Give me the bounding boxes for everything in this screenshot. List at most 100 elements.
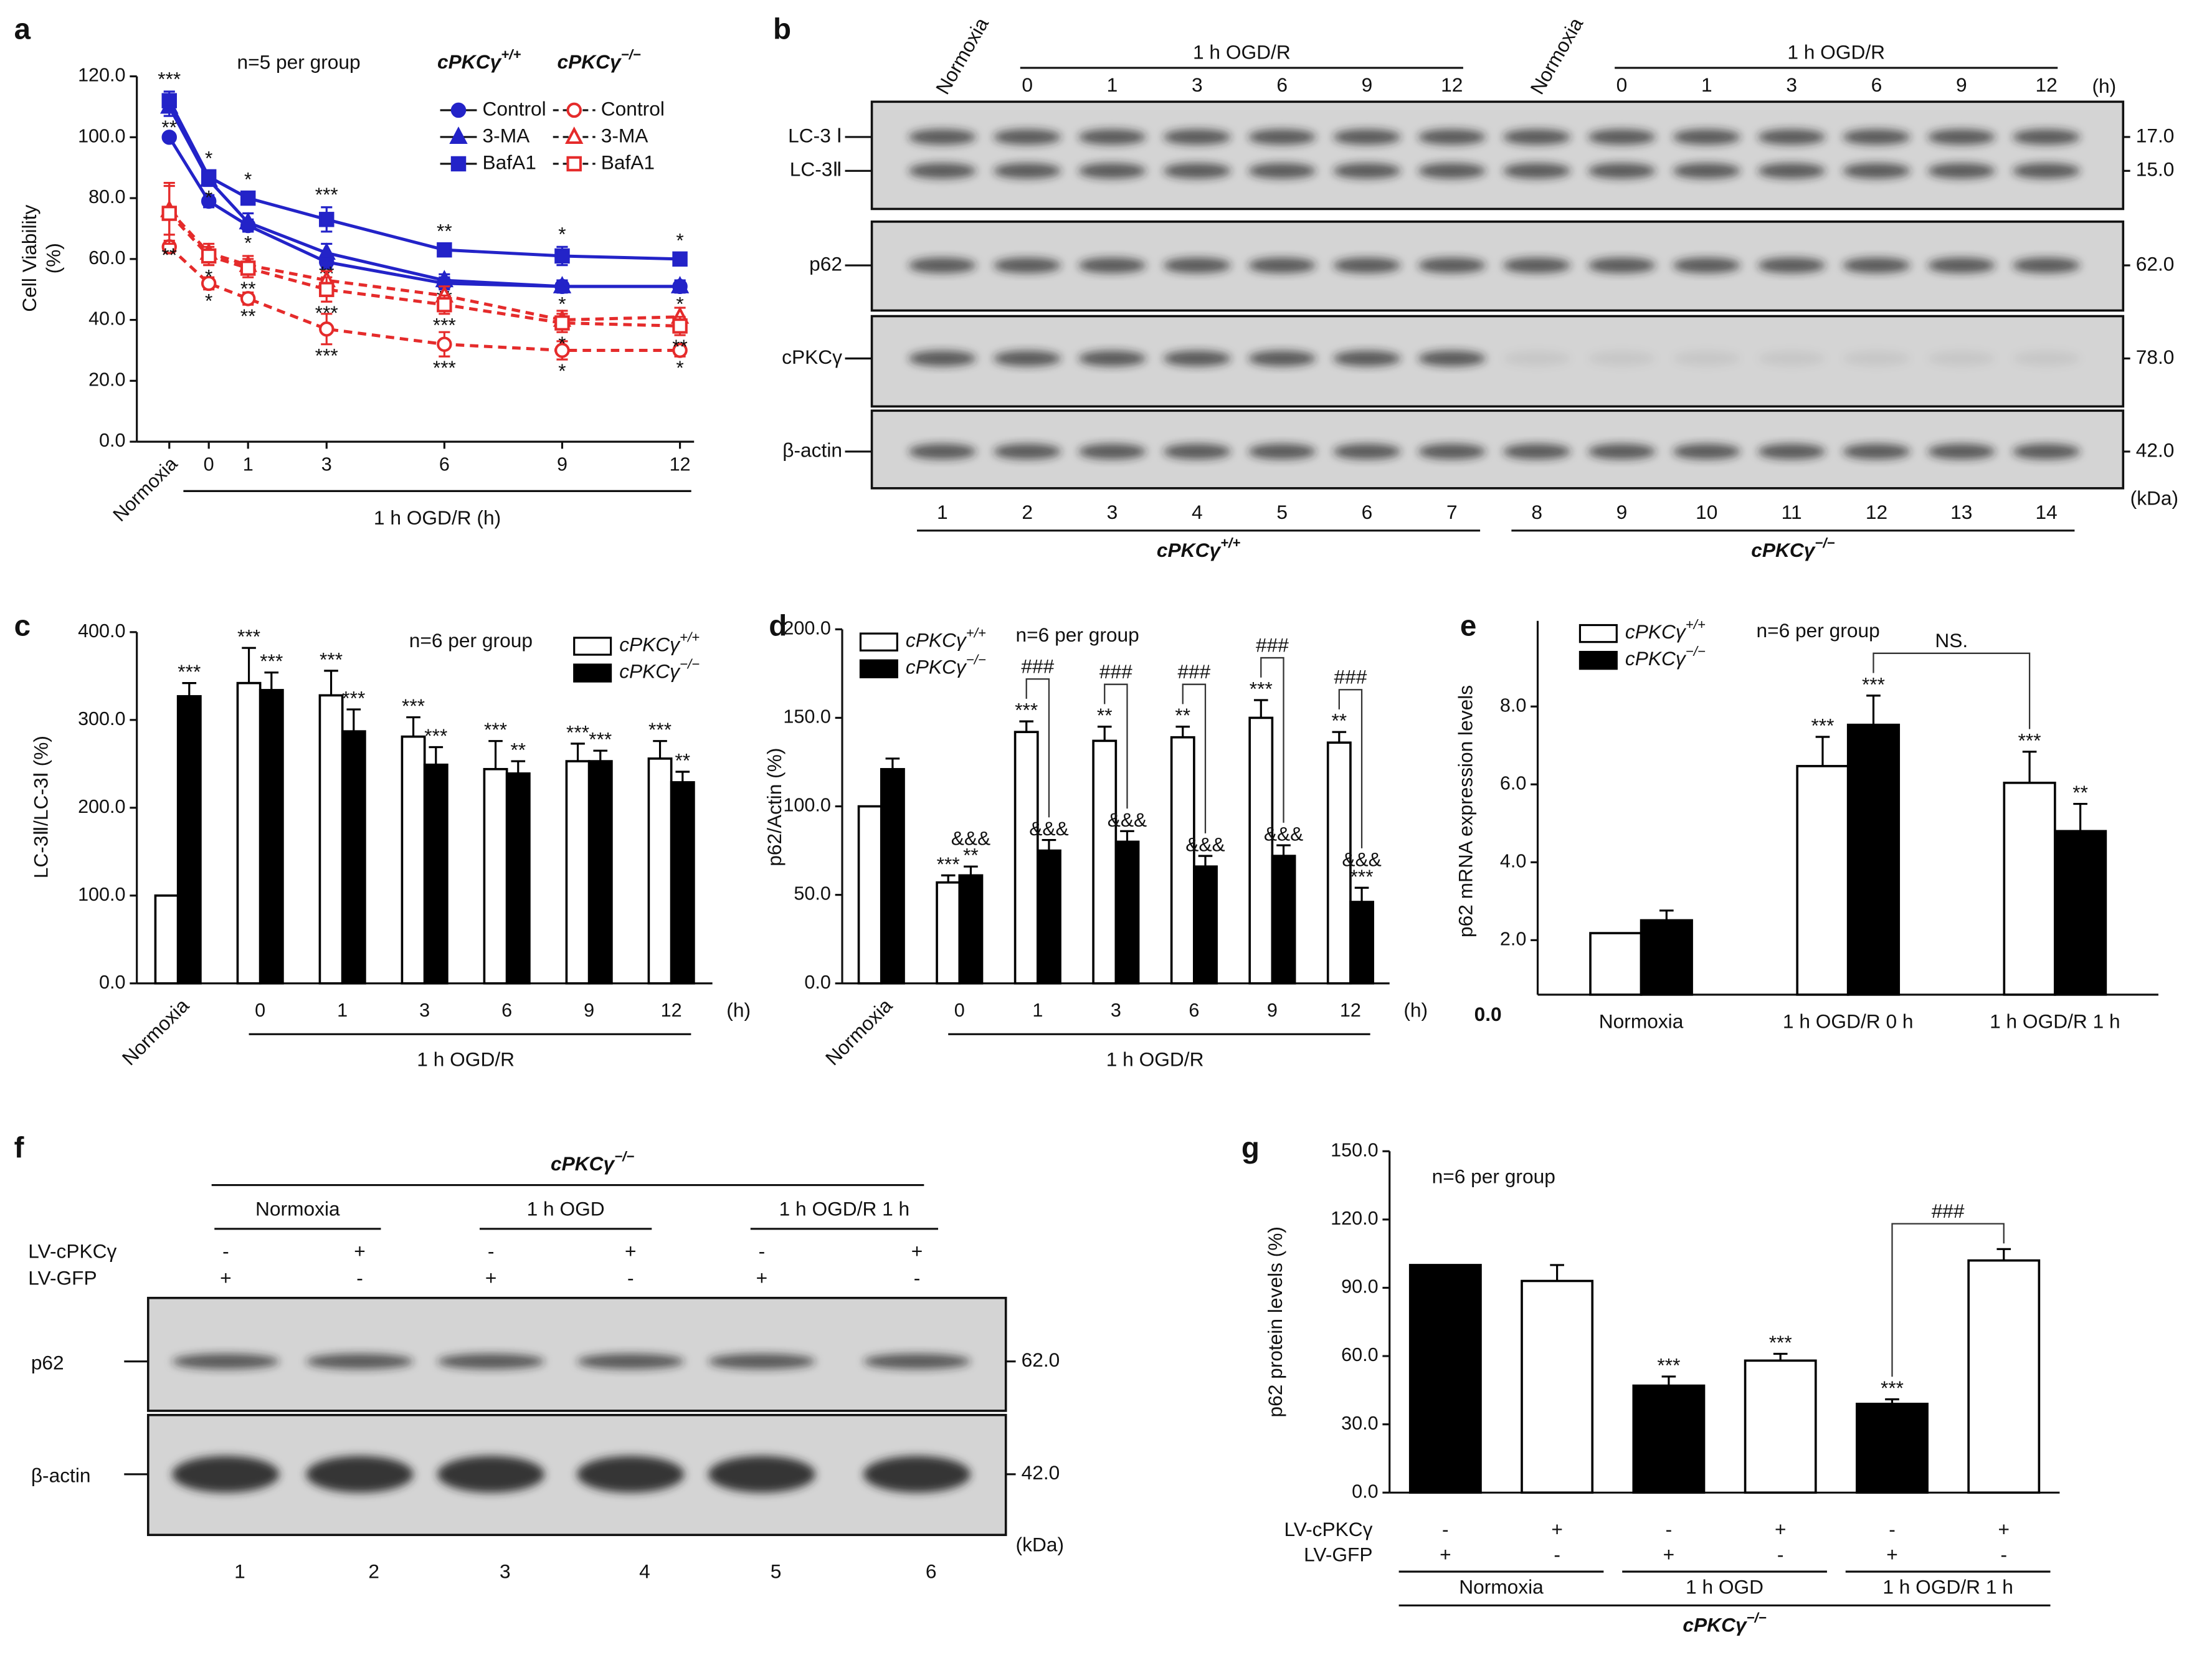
- genotype-base: cPKCγ: [1625, 620, 1687, 643]
- band: [1757, 129, 1826, 145]
- significance: ***: [1250, 678, 1273, 700]
- genotype: cPKCγ−/−: [551, 1149, 634, 1175]
- genotype: cPKCγ+/+: [906, 625, 986, 652]
- treatment-sign: +: [485, 1267, 497, 1289]
- band: [577, 1354, 685, 1370]
- legend-marker: [565, 126, 584, 145]
- significance: ***: [1015, 699, 1038, 721]
- treatment-sign: -: [627, 1267, 634, 1289]
- band: [437, 1456, 545, 1493]
- annotation: n=6 per group: [1432, 1165, 1555, 1188]
- error-bar: [571, 742, 585, 762]
- band: [1588, 257, 1656, 273]
- time-label: 1: [1701, 74, 1712, 96]
- error-bar: [1815, 736, 1830, 766]
- bands: [172, 1354, 971, 1370]
- genotype-sup: +/+: [501, 47, 521, 63]
- bar: [2003, 781, 2056, 996]
- significance: ***: [1350, 865, 1374, 888]
- bar: [958, 874, 984, 985]
- row-label: cPKCγ: [782, 346, 842, 368]
- x-tick-label: 9: [557, 454, 567, 475]
- band: [1418, 351, 1486, 366]
- band: [1757, 351, 1826, 366]
- treatment-sign: -: [914, 1267, 921, 1289]
- time-label: 12: [2036, 74, 2058, 96]
- significance: *: [676, 229, 683, 251]
- legend-marker: [566, 102, 582, 118]
- kda-label: 17.0: [2136, 124, 2175, 146]
- legend-label: Control: [601, 97, 665, 120]
- band: [1163, 129, 1232, 145]
- band: [708, 1354, 815, 1370]
- significance: **: [1097, 704, 1113, 726]
- marker: [437, 296, 452, 313]
- y-tick-label: 120.0: [1331, 1208, 1378, 1229]
- band: [2012, 351, 2081, 366]
- bar: [259, 689, 284, 985]
- significance: ***: [315, 183, 338, 206]
- y-tick-label: 400.0: [78, 620, 125, 642]
- genotype-sup: −/−: [680, 657, 700, 672]
- x-axis-title: 1 h OGD/R (h): [374, 506, 501, 529]
- y-tick-label: 80.0: [88, 186, 125, 207]
- error-bar: [182, 682, 197, 696]
- panel-letter: a: [14, 13, 31, 46]
- significance: ***: [433, 356, 456, 379]
- band: [908, 163, 977, 179]
- bands: [908, 129, 2081, 179]
- time-label: 0: [1022, 74, 1033, 96]
- genotype-sup: +/+: [680, 630, 700, 645]
- y-tick-label: 0.0: [804, 972, 831, 993]
- error-bar: [1659, 909, 1674, 921]
- legend-swatch: [573, 637, 612, 656]
- x-unit: (h): [1403, 998, 1428, 1021]
- lane-number: 1: [234, 1560, 245, 1583]
- row-label: LC-3Ⅱ: [790, 158, 842, 181]
- bar: [670, 781, 695, 985]
- time-label: 3: [1192, 74, 1203, 96]
- band: [1588, 443, 1656, 460]
- error-bar: [1276, 844, 1291, 856]
- marker: [201, 193, 217, 209]
- y-axis-title: LC-3Ⅱ/LC-3Ⅰ (%): [29, 736, 52, 878]
- genotype: cPKCγ−/−: [906, 652, 986, 678]
- bracket: [1873, 652, 2031, 729]
- lane-number: 2: [1022, 501, 1033, 523]
- significance: **: [437, 220, 452, 242]
- treatment-sign: -: [1889, 1518, 1896, 1540]
- y-tick-label: 100.0: [78, 884, 125, 905]
- error-bar: [1550, 1264, 1564, 1281]
- kda-label: 42.0: [2136, 439, 2175, 461]
- bar: [1408, 1264, 1482, 1494]
- y-tick-label: 90.0: [1341, 1276, 1378, 1297]
- genotype-base: cPKCγ: [1625, 648, 1687, 670]
- x-tick-label: Normoxia: [821, 994, 897, 1070]
- error-bar: [1866, 695, 1881, 725]
- band: [1163, 163, 1232, 179]
- significance: *: [205, 146, 212, 169]
- time-label: 1: [1107, 74, 1118, 96]
- x-tick-label: 9: [1267, 1000, 1278, 1021]
- band: [1757, 257, 1826, 273]
- band: [437, 1354, 545, 1370]
- band: [1502, 443, 1571, 460]
- marker: [554, 343, 570, 358]
- significance: &&&: [1029, 817, 1068, 840]
- legend-marker: [449, 126, 468, 145]
- bar: [1744, 1359, 1817, 1494]
- error-bar: [885, 757, 900, 769]
- bar: [1092, 739, 1118, 985]
- time-label: 9: [1362, 74, 1373, 96]
- band: [1248, 163, 1316, 179]
- x-tick-label: 6: [1189, 1000, 1199, 1021]
- significance: ***: [260, 650, 283, 672]
- marker: [201, 275, 217, 292]
- genotype-base: cPKCγ: [1157, 539, 1222, 561]
- marker: [240, 291, 256, 306]
- genotype: cPKCγ+/+: [437, 47, 521, 74]
- significance: ***: [1862, 673, 1885, 695]
- error-bar: [964, 865, 978, 876]
- band: [2012, 129, 2081, 145]
- band: [908, 129, 977, 145]
